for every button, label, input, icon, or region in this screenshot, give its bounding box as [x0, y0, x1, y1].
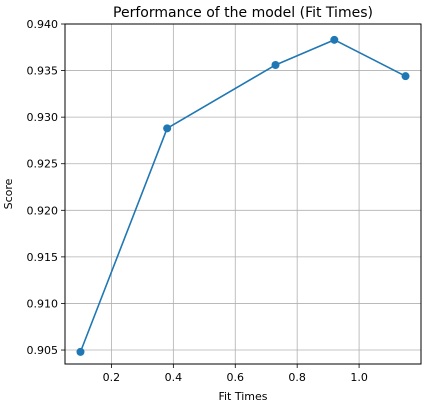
x-tick-label: 1.0: [350, 371, 368, 384]
y-tick-label: 0.940: [27, 18, 59, 31]
x-tick-label: 0.2: [103, 371, 121, 384]
data-point: [330, 35, 339, 44]
chart-title: Performance of the model (Fit Times): [113, 5, 373, 21]
y-tick-label: 0.930: [27, 111, 59, 124]
y-tick-label: 0.915: [27, 251, 59, 264]
series-layer: [76, 35, 410, 356]
y-tick-label: 0.920: [27, 204, 59, 217]
x-axis-label: Fit Times: [218, 390, 267, 403]
ticks: 0.2 0.4 0.6 0.8 1.0 0.905 0.910 0.915 0.920 0.925…: [27, 18, 368, 384]
data-point: [163, 124, 172, 133]
x-tick-label: 0.4: [165, 371, 183, 384]
data-point: [76, 347, 85, 356]
x-tick-label: 0.6: [227, 371, 245, 384]
y-axis-label: Score: [2, 178, 15, 209]
x-tick-label: 0.8: [288, 371, 306, 384]
data-point: [271, 60, 280, 69]
y-tick-label: 0.925: [27, 158, 59, 171]
data-point: [401, 72, 410, 81]
y-tick-label: 0.935: [27, 65, 59, 78]
y-tick-label: 0.910: [27, 297, 59, 310]
plot-frame: [64, 23, 422, 365]
y-tick-label: 0.905: [27, 344, 59, 357]
